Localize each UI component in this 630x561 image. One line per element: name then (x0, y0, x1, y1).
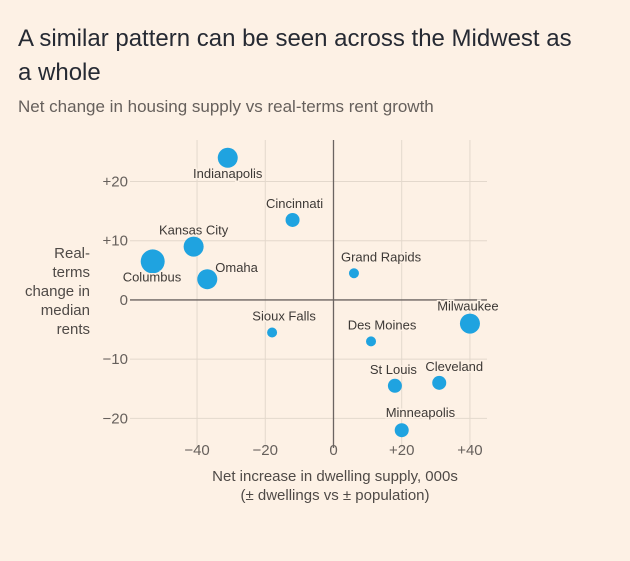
x-tick-label: +20 (389, 442, 414, 459)
point-label-indianapolis: Indianapolis (193, 166, 263, 181)
y-axis-label-line: Real- (54, 245, 90, 262)
x-axis-label: Net increase in dwelling supply, 000s (±… (130, 467, 540, 505)
y-tick-label: +10 (103, 233, 128, 250)
y-tick-label: +20 (103, 173, 128, 190)
point-label-des-moines: Des Moines (348, 317, 417, 332)
x-tick-label: +40 (457, 442, 482, 459)
point-label-sioux-falls: Sioux Falls (252, 309, 316, 324)
point-indianapolis (217, 147, 238, 168)
axes (130, 140, 487, 448)
y-tick-label: 0 (120, 292, 128, 309)
point-label-cleveland: Cleveland (425, 359, 483, 374)
data-points (140, 147, 480, 438)
y-tick-label: −20 (103, 410, 128, 427)
point-label-omaha: Omaha (215, 260, 258, 275)
y-tick-label: −10 (103, 351, 128, 368)
y-axis-label-line: terms (52, 264, 91, 281)
chart-title: A similar pattern can be seen across the… (18, 25, 572, 86)
point-sioux-falls (267, 327, 278, 338)
point-des-moines (366, 336, 377, 347)
point-st-louis (387, 378, 402, 393)
tick-labels: +20 +10 0 −10 −20 −40 −20 0 +20 +40 (103, 173, 483, 459)
point-kansas-city (183, 236, 204, 257)
point-cincinnati (285, 212, 300, 227)
point-omaha (197, 269, 218, 290)
y-axis-label-line: rents (56, 321, 90, 338)
point-label-cincinnati: Cincinnati (266, 196, 323, 211)
point-label-minneapolis: Minneapolis (386, 405, 456, 420)
point-label-kansas-city: Kansas City (159, 223, 229, 238)
y-axis-label-line: change in (24, 283, 90, 300)
point-minneapolis (394, 423, 409, 438)
point-milwaukee (459, 313, 480, 334)
point-columbus (140, 249, 165, 274)
point-grand-rapids (348, 268, 359, 279)
point-label-grand-rapids: Grand Rapids (341, 249, 422, 264)
x-tick-label: −20 (253, 442, 278, 459)
x-tick-label: −40 (184, 442, 209, 459)
gridlines (130, 140, 487, 448)
point-label-milwaukee: Milwaukee (437, 299, 498, 314)
point-label-st-louis: St Louis (370, 362, 417, 377)
x-axis-label-line2: (± dwellings vs ± population) (240, 487, 430, 504)
point-cleveland (432, 375, 447, 390)
x-tick-label: 0 (329, 442, 337, 459)
x-axis-label-line1: Net increase in dwelling supply, 000s (212, 468, 458, 485)
y-axis-label-line: median (40, 302, 90, 319)
chart-subtitle: Net change in housing supply vs real-ter… (18, 97, 434, 116)
point-label-columbus: Columbus (123, 269, 182, 284)
y-axis-label: Real-terms change in median rents (10, 244, 90, 339)
